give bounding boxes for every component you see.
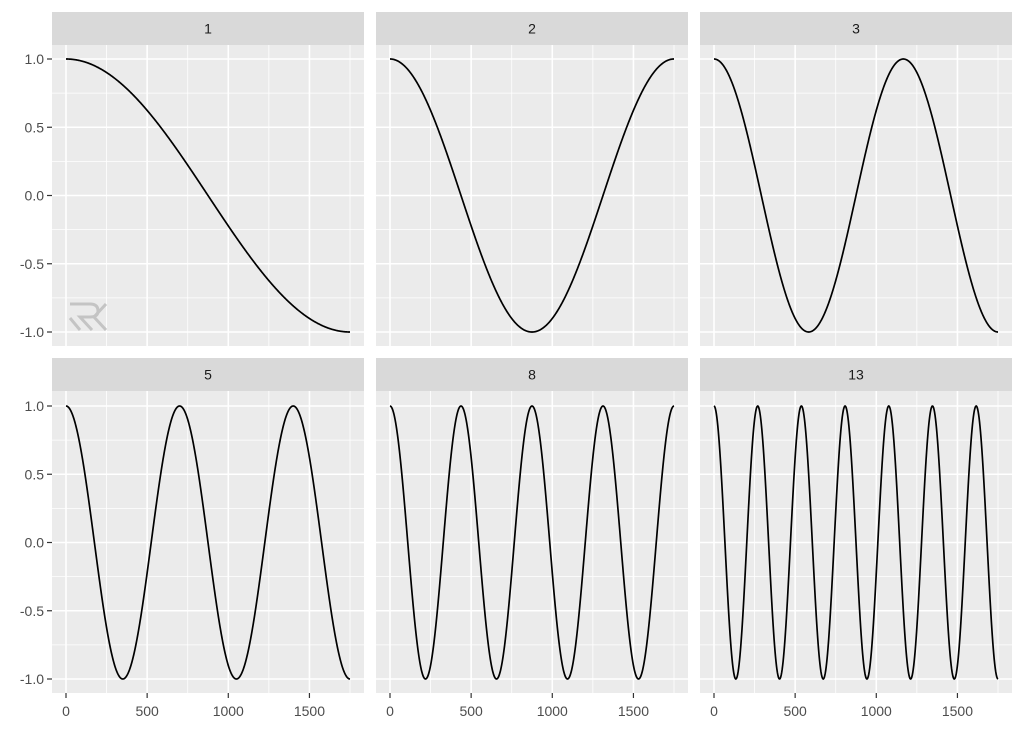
facet-strip-label: 8 <box>528 367 536 383</box>
y-tick-label: -0.5 <box>20 603 44 619</box>
facet-strip <box>700 12 1012 45</box>
x-tick-label: 1000 <box>537 703 568 719</box>
x-tick-label: 1500 <box>294 703 325 719</box>
x-axis: 0 500 1000 1500 0 500 1000 1500 0 500 1000 1500 <box>62 693 973 719</box>
x-tick-label: 1000 <box>861 703 892 719</box>
x-tick-label: 0 <box>710 703 718 719</box>
cosine-line-k5 <box>65 405 351 680</box>
y-tick-label: 1.0 <box>25 51 45 67</box>
facet-strip <box>376 12 688 45</box>
y-tick-label: -1.0 <box>20 671 44 687</box>
y-tick-label: -0.5 <box>20 256 44 272</box>
y-tick-label: 0.0 <box>25 535 45 551</box>
cosine-line-k8 <box>389 405 675 680</box>
facet-panel-2: 2 <box>376 12 688 346</box>
y-tick-label: 0.5 <box>25 466 45 482</box>
facet-strip-label: 3 <box>852 21 860 37</box>
facet-strip-label: 1 <box>204 21 212 37</box>
facet-panel-1: 1 <box>52 12 364 346</box>
cosine-line-k3 <box>713 58 999 333</box>
facet-panel-8: 8 <box>376 358 688 693</box>
facet-panel-3: 3 <box>700 12 1012 346</box>
facet-panels: 1 2 3 5 8 13 <box>52 12 1012 693</box>
x-tick-label: 1000 <box>213 703 244 719</box>
facet-panel-13: 13 <box>700 358 1012 693</box>
x-tick-label: 1500 <box>618 703 649 719</box>
facet-strip-label: 2 <box>528 21 536 37</box>
cosine-line-k13 <box>713 404 999 681</box>
rk-watermark-icon <box>68 302 108 332</box>
y-tick-label: 0.5 <box>25 119 45 135</box>
x-tick-label: 1500 <box>942 703 973 719</box>
facet-strip-label: 5 <box>204 367 212 383</box>
x-tick-label: 500 <box>135 703 159 719</box>
facet-panel-5: 5 <box>52 358 364 693</box>
facet-strip <box>52 12 364 45</box>
cosine-line-k1 <box>66 58 350 333</box>
facet-strip-label: 13 <box>848 367 864 383</box>
x-tick-label: 500 <box>783 703 807 719</box>
y-axis-row-1: 1.0 0.5 0.0 -0.5 -1.0 <box>20 51 52 340</box>
x-tick-label: 500 <box>459 703 483 719</box>
facet-strip <box>52 358 364 391</box>
facet-strip <box>376 358 688 391</box>
y-tick-label: 0.0 <box>25 188 45 204</box>
cosine-line-k2 <box>389 58 675 333</box>
x-tick-label: 0 <box>62 703 70 719</box>
y-axis-row-2: 1.0 0.5 0.0 -0.5 -1.0 <box>20 398 52 687</box>
facet-strip <box>700 358 1012 391</box>
y-tick-label: -1.0 <box>20 324 44 340</box>
y-tick-label: 1.0 <box>25 398 45 414</box>
x-tick-label: 0 <box>386 703 394 719</box>
